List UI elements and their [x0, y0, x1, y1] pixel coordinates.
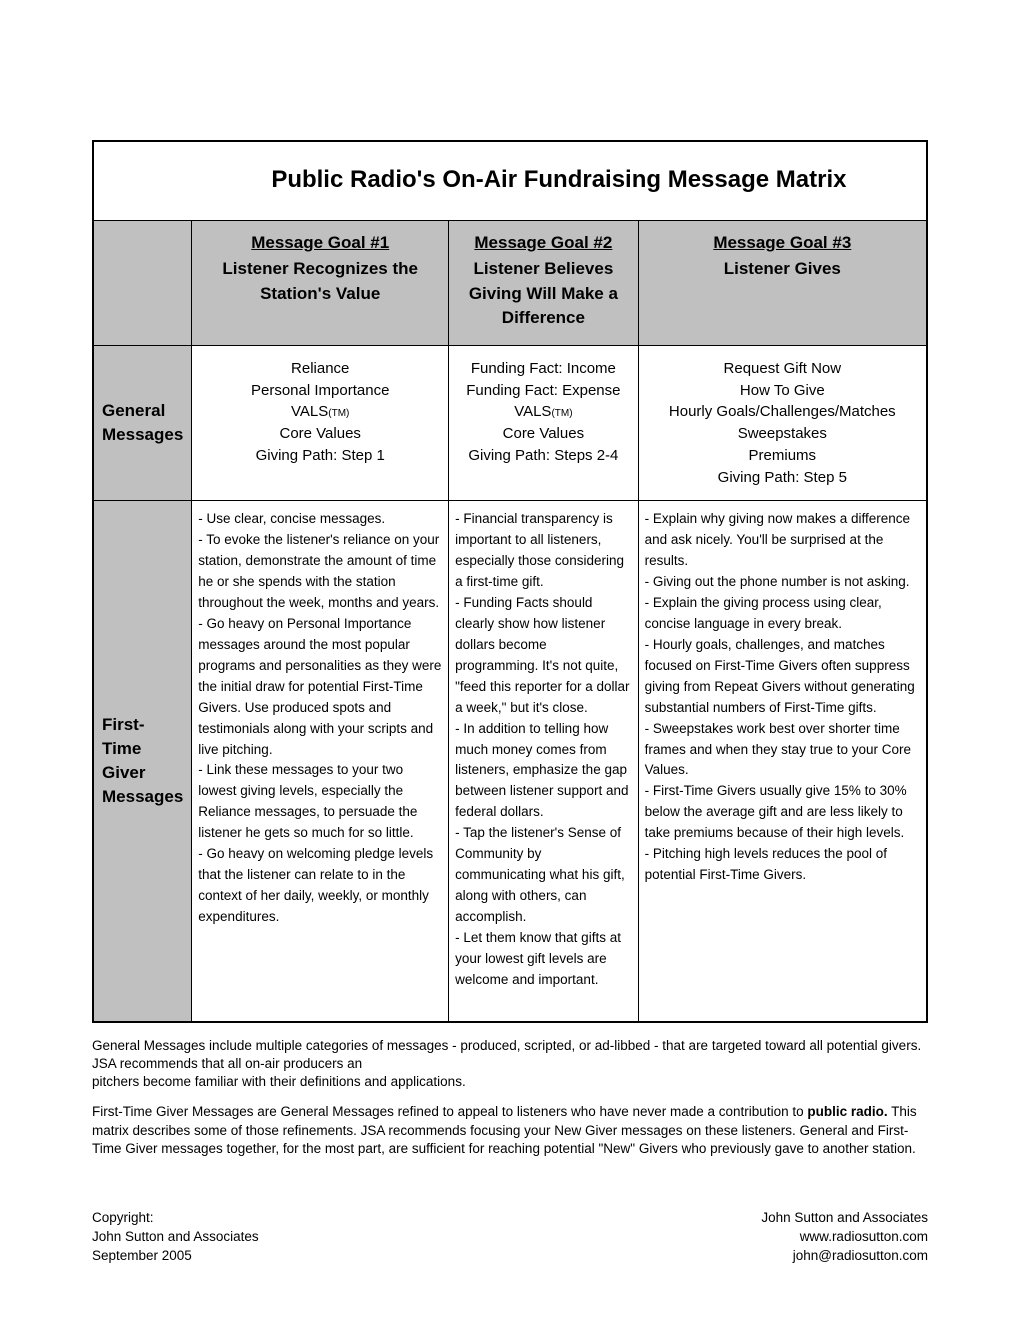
goal-header-2: Message Goal #2 Listener Believes Giving…: [449, 221, 638, 346]
goal-1-sub: Listener Recognizes the Station's Value: [200, 257, 440, 306]
notes-block: General Messages include multiple catego…: [92, 1037, 928, 1158]
goal-2-sub: Listener Believes Giving Will Make a Dif…: [457, 257, 629, 331]
message-matrix-table: Public Radio's On-Air Fundraising Messag…: [92, 140, 928, 1023]
general-col3: Request Gift NowHow To GiveHourly Goals/…: [638, 345, 927, 501]
general-col2: Funding Fact: IncomeFunding Fact: Expens…: [449, 345, 638, 501]
goal-header-1: Message Goal #1 Listener Recognizes the …: [192, 221, 449, 346]
row-label-first-time: First-TimeGiverMessages: [93, 501, 192, 1022]
page-footer: Copyright: John Sutton and Associates Se…: [92, 1209, 928, 1266]
goal-1-num: Message Goal #1: [200, 233, 440, 253]
goal-3-num: Message Goal #3: [647, 233, 918, 253]
goal-3-sub: Listener Gives: [647, 257, 918, 282]
goal-header-3: Message Goal #3 Listener Gives: [638, 221, 927, 346]
first-time-col2: - Financial transparency is important to…: [449, 501, 638, 1022]
corner-blank: [93, 141, 192, 221]
notes-p1: General Messages include multiple catego…: [92, 1037, 928, 1092]
row-label-general: GeneralMessages: [93, 345, 192, 501]
footer-left: Copyright: John Sutton and Associates Se…: [92, 1209, 259, 1266]
general-col1: ReliancePersonal ImportanceVALS(TM)Core …: [192, 345, 449, 501]
table-title: Public Radio's On-Air Fundraising Messag…: [192, 141, 927, 221]
first-time-col3: - Explain why giving now makes a differe…: [638, 501, 927, 1022]
header-blank: [93, 221, 192, 346]
notes-p2: First-Time Giver Messages are General Me…: [92, 1103, 928, 1158]
goal-2-num: Message Goal #2: [457, 233, 629, 253]
first-time-col1: - Use clear, concise messages. - To evok…: [192, 501, 449, 1022]
footer-right: John Sutton and Associates www.radiosutt…: [761, 1209, 928, 1266]
